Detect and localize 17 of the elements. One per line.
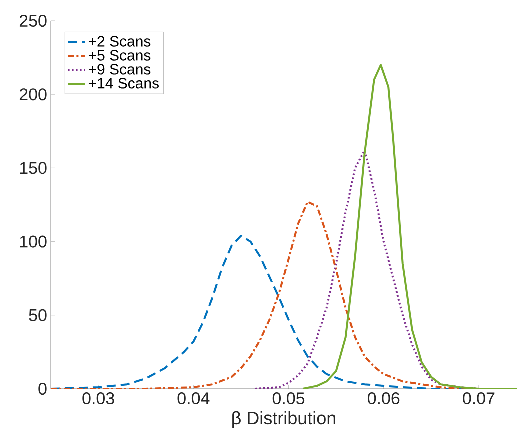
x-axis-title: β Distribution <box>232 411 336 428</box>
y-tick-label: 0 <box>38 382 47 396</box>
y-tick-label: 200 <box>20 88 47 101</box>
x-tick-label: 0.07 <box>463 392 495 405</box>
x-tick-label: 0.06 <box>368 392 400 405</box>
legend-label: +5 Scans <box>88 50 151 61</box>
line-series <box>302 64 517 389</box>
legend-label: +2 Scans <box>88 36 151 47</box>
y-tick-label: 100 <box>20 236 47 248</box>
legend-label: +9 Scans <box>88 64 151 75</box>
x-tick-label: 0.03 <box>82 392 114 405</box>
legend-label: +14 Scans <box>88 78 159 89</box>
y-tick-label: 50 <box>29 309 47 322</box>
y-tick-label: 150 <box>20 162 47 174</box>
x-tick-label: 0.04 <box>178 392 210 405</box>
x-tick-label: 0.05 <box>272 392 305 405</box>
y-tick-label: 250 <box>20 14 47 28</box>
